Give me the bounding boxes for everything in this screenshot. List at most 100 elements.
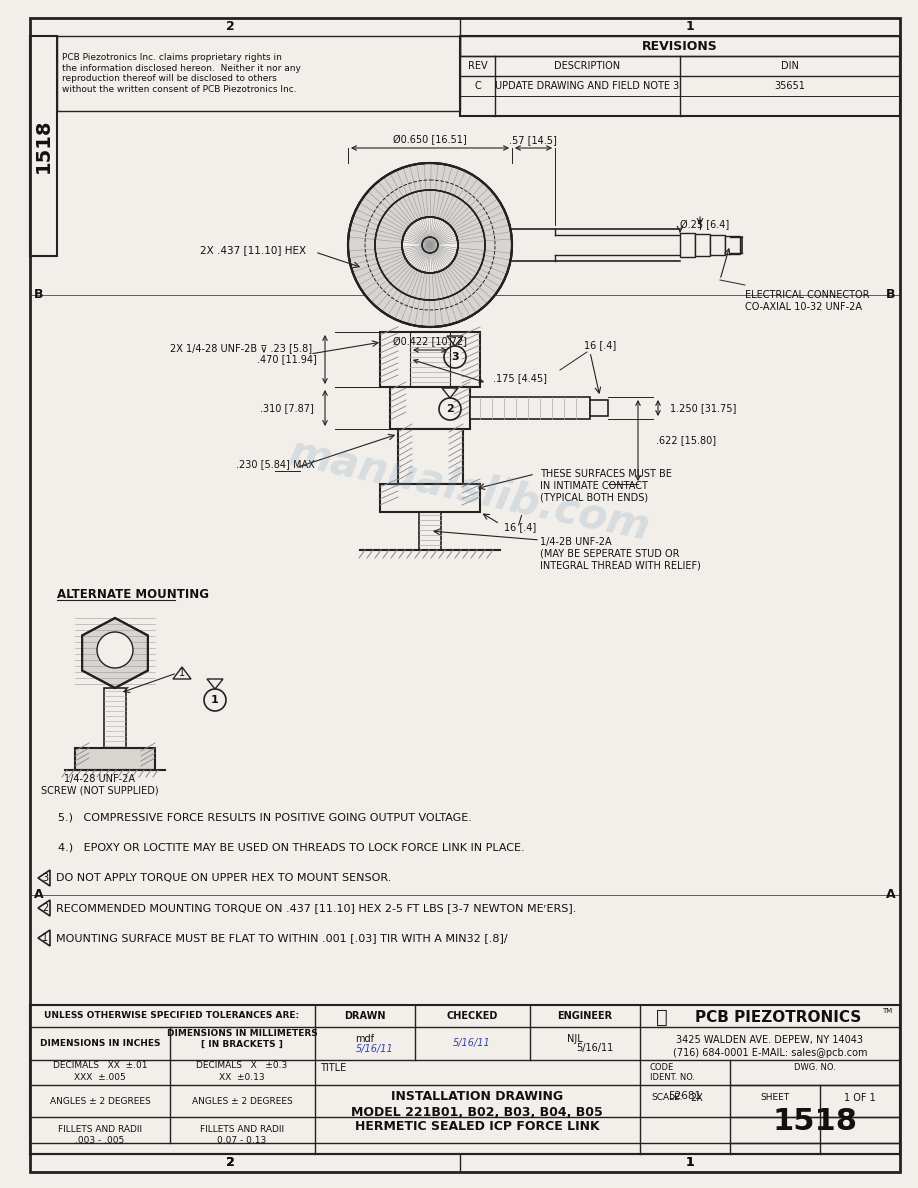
Bar bbox=[460, 36, 900, 56]
Text: DIN: DIN bbox=[781, 61, 799, 71]
Bar bbox=[30, 36, 57, 255]
Text: 1/4-28 UNF-2A
SCREW (NOT SUPPLIED): 1/4-28 UNF-2A SCREW (NOT SUPPLIED) bbox=[41, 775, 159, 796]
Text: FILLETS AND RADII
.003 - .005: FILLETS AND RADII .003 - .005 bbox=[58, 1125, 142, 1145]
Text: B: B bbox=[34, 289, 44, 302]
Text: 3: 3 bbox=[42, 873, 48, 883]
Circle shape bbox=[402, 217, 458, 273]
Text: 5/16/11: 5/16/11 bbox=[356, 1044, 394, 1054]
Text: 1518: 1518 bbox=[773, 1107, 857, 1137]
Text: DO NOT APPLY TORQUE ON UPPER HEX TO MOUNT SENSOR.: DO NOT APPLY TORQUE ON UPPER HEX TO MOUN… bbox=[56, 873, 391, 883]
Text: A: A bbox=[34, 889, 44, 902]
Text: .622 [15.80]: .622 [15.80] bbox=[656, 435, 716, 446]
Text: SCALE:: SCALE: bbox=[651, 1093, 683, 1102]
Text: CHECKED: CHECKED bbox=[446, 1011, 498, 1020]
Text: 2: 2 bbox=[42, 903, 49, 914]
Text: Ø0.422 [10.72]: Ø0.422 [10.72] bbox=[393, 337, 467, 347]
Text: 3: 3 bbox=[451, 352, 459, 362]
Text: Ø.25 [6.4]: Ø.25 [6.4] bbox=[680, 220, 729, 230]
Text: ALTERNATE MOUNTING: ALTERNATE MOUNTING bbox=[57, 588, 209, 601]
Text: .57 [14.5]: .57 [14.5] bbox=[509, 135, 557, 145]
Text: 1.250 [31.75]: 1.250 [31.75] bbox=[670, 403, 736, 413]
Text: 2X: 2X bbox=[690, 1093, 703, 1102]
Bar bbox=[590, 400, 608, 416]
Text: IDENT. NO.: IDENT. NO. bbox=[650, 1073, 695, 1081]
Text: 35651: 35651 bbox=[775, 81, 805, 91]
Text: 5/16/11: 5/16/11 bbox=[577, 1043, 613, 1053]
Text: DIMENSIONS IN MILLIMETERS
[ IN BRACKETS ]: DIMENSIONS IN MILLIMETERS [ IN BRACKETS … bbox=[167, 1029, 318, 1049]
Text: 5/16/11: 5/16/11 bbox=[453, 1038, 491, 1048]
Text: C: C bbox=[474, 81, 481, 91]
Text: manualslib.com: manualslib.com bbox=[285, 431, 655, 549]
Text: 16 [.4]: 16 [.4] bbox=[504, 522, 536, 532]
Text: 1: 1 bbox=[211, 695, 218, 704]
Text: THESE SURFACES MUST BE
IN INTIMATE CONTACT
(TYPICAL BOTH ENDS): THESE SURFACES MUST BE IN INTIMATE CONTA… bbox=[540, 469, 672, 503]
Text: .310 [7.87]: .310 [7.87] bbox=[260, 403, 314, 413]
Text: .175 [4.45]: .175 [4.45] bbox=[493, 373, 547, 383]
Text: ELECTRICAL CONNECTOR
CO-AXIAL 10-32 UNF-2A: ELECTRICAL CONNECTOR CO-AXIAL 10-32 UNF-… bbox=[745, 290, 869, 311]
Bar bbox=[380, 484, 480, 512]
Text: 5.)   COMPRESSIVE FORCE RESULTS IN POSITIVE GOING OUTPUT VOLTAGE.: 5.) COMPRESSIVE FORCE RESULTS IN POSITIV… bbox=[58, 813, 472, 822]
Text: DESCRIPTION: DESCRIPTION bbox=[554, 61, 621, 71]
Text: 1: 1 bbox=[686, 1156, 694, 1169]
Text: 2: 2 bbox=[446, 404, 453, 413]
Text: 1518: 1518 bbox=[33, 119, 52, 173]
Text: 1/4-2B UNF-2A
(MAY BE SEPERATE STUD OR
INTEGRAL THREAD WITH RELIEF): 1/4-2B UNF-2A (MAY BE SEPERATE STUD OR I… bbox=[540, 537, 700, 570]
Circle shape bbox=[348, 163, 512, 327]
Text: Ⓟ: Ⓟ bbox=[656, 1007, 668, 1026]
Text: XXX  ±.005: XXX ±.005 bbox=[74, 1074, 126, 1082]
Bar bbox=[470, 397, 590, 419]
Text: DECIMALS   X   ±0.3: DECIMALS X ±0.3 bbox=[196, 1062, 287, 1070]
Text: DIMENSIONS IN INCHES: DIMENSIONS IN INCHES bbox=[39, 1038, 161, 1048]
Text: MOUNTING SURFACE MUST BE FLAT TO WITHIN .001 [.03] TIR WITH A MIN32 [.8]/: MOUNTING SURFACE MUST BE FLAT TO WITHIN … bbox=[56, 933, 508, 943]
Text: mdf: mdf bbox=[355, 1034, 375, 1044]
Text: DECIMALS   XX  ±.01: DECIMALS XX ±.01 bbox=[52, 1062, 147, 1070]
Text: NJL: NJL bbox=[567, 1034, 583, 1044]
Text: REVISIONS: REVISIONS bbox=[642, 39, 718, 52]
Text: TITLE: TITLE bbox=[320, 1063, 346, 1073]
Text: TM: TM bbox=[882, 1007, 892, 1015]
Text: 1: 1 bbox=[686, 1156, 694, 1169]
Text: 1: 1 bbox=[686, 20, 694, 33]
Text: A: A bbox=[886, 889, 896, 902]
Polygon shape bbox=[82, 618, 148, 688]
Text: 2: 2 bbox=[226, 1156, 234, 1169]
Text: 2: 2 bbox=[226, 20, 234, 33]
Text: 2X .437 [11.10] HEX: 2X .437 [11.10] HEX bbox=[200, 245, 306, 255]
Circle shape bbox=[97, 632, 133, 668]
Bar bbox=[380, 331, 480, 387]
Bar bbox=[695, 234, 710, 255]
Text: 1: 1 bbox=[42, 933, 48, 943]
Bar bbox=[725, 236, 740, 254]
Text: REV: REV bbox=[467, 61, 487, 71]
Bar bbox=[410, 331, 450, 387]
Text: PCB PIEZOTRONICS: PCB PIEZOTRONICS bbox=[695, 1010, 861, 1024]
Text: 1 OF 1: 1 OF 1 bbox=[845, 1093, 876, 1102]
Text: Ø0.650 [16.51]: Ø0.650 [16.51] bbox=[393, 135, 467, 145]
Text: /: / bbox=[518, 513, 522, 526]
Text: .470 [11.94]: .470 [11.94] bbox=[257, 354, 317, 364]
Text: 1: 1 bbox=[179, 668, 185, 678]
Text: 2: 2 bbox=[226, 1156, 234, 1169]
Text: 4.)   EPOXY OR LOCTITE MAY BE USED ON THREADS TO LOCK FORCE LINK IN PLACE.: 4.) EPOXY OR LOCTITE MAY BE USED ON THRE… bbox=[58, 842, 524, 852]
Bar bbox=[104, 688, 126, 748]
Text: CODE: CODE bbox=[650, 1062, 674, 1072]
Text: DRAWN: DRAWN bbox=[344, 1011, 386, 1020]
Text: XX  ±0.13: XX ±0.13 bbox=[219, 1074, 264, 1082]
Text: DWG. NO.: DWG. NO. bbox=[794, 1062, 836, 1072]
Text: UNLESS OTHERWISE SPECIFIED TOLERANCES ARE:: UNLESS OTHERWISE SPECIFIED TOLERANCES AR… bbox=[44, 1011, 299, 1020]
Text: .230 [5.84] MAX: .230 [5.84] MAX bbox=[236, 459, 314, 469]
Bar bbox=[75, 748, 155, 770]
Bar bbox=[390, 387, 470, 429]
Text: B: B bbox=[886, 289, 896, 302]
Text: ANGLES ± 2 DEGREES: ANGLES ± 2 DEGREES bbox=[192, 1097, 292, 1106]
Text: FILLETS AND RADII
0.07 - 0.13: FILLETS AND RADII 0.07 - 0.13 bbox=[200, 1125, 284, 1145]
Bar bbox=[398, 429, 463, 484]
Text: (716) 684-0001 E-MAIL: sales@pcb.com: (716) 684-0001 E-MAIL: sales@pcb.com bbox=[673, 1048, 868, 1059]
Text: INSTALLATION DRAWING
MODEL 221B01, B02, B03, B04, B05
HERMETIC SEALED ICP FORCE : INSTALLATION DRAWING MODEL 221B01, B02, … bbox=[351, 1091, 603, 1133]
Bar bbox=[680, 233, 695, 257]
Text: ENGINEER: ENGINEER bbox=[557, 1011, 612, 1020]
Text: 16 [.4]: 16 [.4] bbox=[584, 340, 616, 350]
Text: 3425 WALDEN AVE. DEPEW, NY 14043: 3425 WALDEN AVE. DEPEW, NY 14043 bbox=[677, 1035, 864, 1045]
Text: SHEET: SHEET bbox=[760, 1093, 789, 1102]
Text: ANGLES ± 2 DEGREES: ANGLES ± 2 DEGREES bbox=[50, 1097, 151, 1106]
